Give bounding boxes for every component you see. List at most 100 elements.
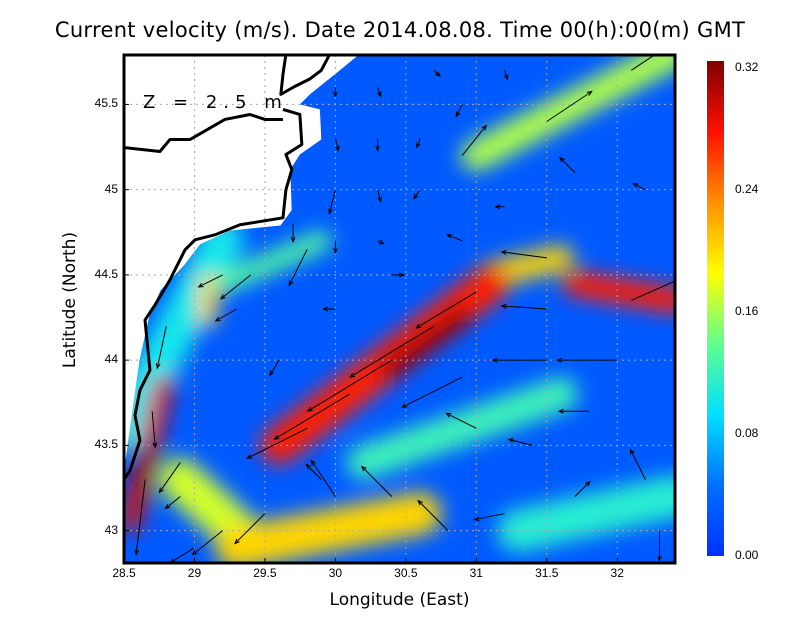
- arrow-head: [555, 357, 563, 363]
- arrow-shaft: [288, 249, 308, 286]
- arrow-shaft: [307, 359, 393, 412]
- velocity-arrow: [417, 499, 449, 531]
- velocity-arrow: [269, 359, 280, 377]
- arrow-head: [332, 91, 338, 98]
- arrow-head: [288, 280, 294, 287]
- arrow-head: [214, 316, 221, 322]
- arrow-head: [155, 363, 161, 370]
- arrow-head: [376, 91, 382, 98]
- velocity-arrow: [461, 124, 488, 156]
- velocity-arrow: [507, 438, 533, 446]
- y-tick-label: 44.5: [94, 266, 118, 281]
- velocity-arrow: [290, 223, 296, 244]
- velocity-arrow: [376, 87, 382, 98]
- arrow-head: [401, 403, 408, 408]
- velocity-arrow: [348, 325, 435, 378]
- arrow-head: [360, 465, 367, 472]
- y-tick-label: 44: [104, 352, 118, 367]
- velocity-arrow: [306, 359, 393, 412]
- colorbar-tick-label: 0.16: [735, 304, 759, 318]
- arrow-head: [657, 555, 662, 562]
- colorbar-tick-label: 0.24: [735, 182, 759, 196]
- arrow-head: [191, 549, 198, 556]
- arrow-head: [273, 434, 280, 440]
- colorbar: [707, 61, 724, 556]
- x-tick-label: 30.5: [394, 566, 418, 580]
- y-axis-label: Latitude (North): [60, 231, 80, 369]
- velocity-arrow: [391, 272, 406, 278]
- arrow-shaft: [504, 70, 508, 80]
- arrow-shaft: [192, 530, 223, 556]
- x-tick-label: 29.5: [253, 566, 277, 580]
- arrow-shaft: [433, 69, 441, 77]
- velocity-arrow: [455, 104, 463, 118]
- velocity-arrow: [413, 189, 421, 200]
- velocity-arrow: [234, 513, 266, 545]
- arrow-head: [328, 208, 333, 215]
- coastline-segment: [124, 107, 304, 481]
- velocity-arrow: [377, 189, 382, 203]
- velocity-arrow: [559, 156, 576, 173]
- velocity-arrow: [219, 274, 252, 300]
- arrow-head: [375, 145, 381, 152]
- arrow-shaft: [633, 183, 646, 191]
- arrow-shaft: [631, 280, 675, 301]
- speed-feature: [497, 475, 675, 552]
- x-tick-label: 31.5: [535, 566, 559, 580]
- arrow-head: [557, 408, 564, 414]
- arrow-head: [269, 370, 275, 377]
- arrow-head: [500, 303, 507, 309]
- velocity-arrow: [310, 459, 336, 497]
- velocity-arrow: [415, 291, 477, 329]
- arrow-shaft: [305, 464, 322, 480]
- arrow-head: [491, 357, 498, 363]
- y-tick-label: 45.5: [94, 96, 118, 111]
- velocity-arrow: [377, 239, 385, 245]
- arrow-shaft: [158, 462, 181, 493]
- colorbar-tick-label: 0.32: [735, 60, 759, 74]
- arrow-shaft: [455, 104, 463, 117]
- arrow-head: [585, 480, 591, 487]
- arrow-head: [322, 306, 329, 312]
- velocity-arrow: [473, 513, 505, 522]
- arrow-shaft: [135, 479, 146, 555]
- arrow-head: [158, 487, 164, 494]
- arrow-head: [134, 549, 140, 556]
- velocity-arrow: [546, 90, 593, 122]
- arrow-head: [398, 272, 406, 278]
- arrow-head: [290, 236, 296, 244]
- arrow-shaft: [220, 274, 252, 300]
- arrow-shaft: [501, 305, 547, 310]
- arrow-shaft: [377, 87, 382, 97]
- speed-feature: [381, 307, 473, 379]
- arrow-shaft: [274, 393, 350, 440]
- velocity-arrow: [334, 138, 340, 152]
- arrow-shaft: [416, 138, 421, 148]
- arrow-shaft: [447, 234, 463, 242]
- colorbar-tick-label: 0.08: [735, 426, 759, 440]
- x-tick-label: 32: [610, 566, 624, 580]
- arrow-head: [680, 276, 685, 280]
- velocity-arrow: [273, 393, 350, 440]
- velocity-arrow: [503, 70, 509, 81]
- arrow-head: [559, 156, 565, 163]
- x-tick-label: 28.5: [112, 566, 136, 580]
- arrow-head: [435, 71, 441, 78]
- arrow-shaft: [156, 325, 167, 369]
- arrow-head: [629, 448, 635, 455]
- arrow-shaft: [170, 547, 195, 563]
- coastline-segment: [124, 112, 283, 153]
- arrow-head: [416, 142, 421, 149]
- speed-feature: [346, 377, 578, 480]
- arrow-head: [234, 538, 240, 545]
- arrow-shaft: [446, 412, 477, 429]
- arrow-head: [219, 294, 226, 300]
- velocity-arrow: [657, 530, 662, 562]
- velocity-arrow: [332, 240, 338, 255]
- arrow-shaft: [413, 189, 421, 199]
- arrow-shaft: [474, 513, 505, 521]
- arrow-head: [481, 124, 488, 131]
- y-tick-label: 43.5: [94, 437, 118, 452]
- velocity-arrow: [491, 357, 547, 363]
- arrow-head: [197, 282, 204, 288]
